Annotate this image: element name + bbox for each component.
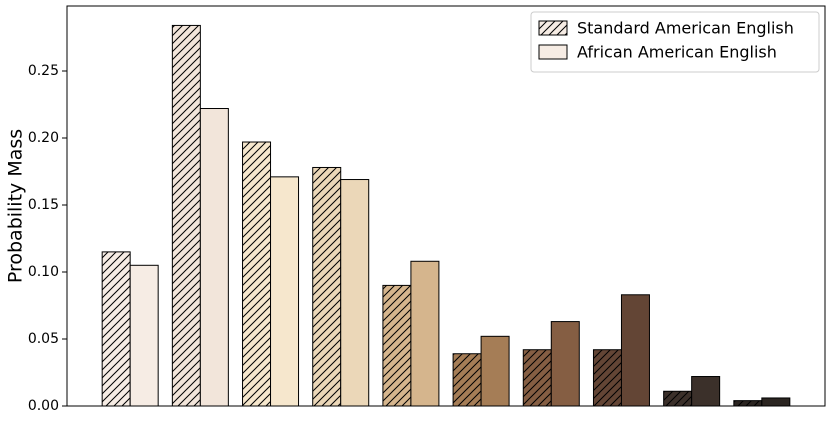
bar xyxy=(199,108,229,407)
bar xyxy=(480,335,510,407)
y-tick-label: 0.15 xyxy=(28,197,59,213)
bar xyxy=(550,321,580,407)
bar xyxy=(270,176,300,407)
bar xyxy=(592,349,622,407)
y-axis-label: Probability Mass xyxy=(5,129,27,283)
bar xyxy=(733,400,763,407)
legend-label: African American English xyxy=(577,43,777,62)
bar xyxy=(452,353,482,407)
legend-label: Standard American English xyxy=(577,19,794,38)
y-tick-label: 0.05 xyxy=(28,331,59,347)
bar xyxy=(620,294,650,407)
bar xyxy=(522,349,552,407)
bar xyxy=(242,141,272,407)
y-tick-label: 0.10 xyxy=(28,264,59,280)
legend: Standard American English African America… xyxy=(530,11,820,73)
bar xyxy=(691,376,721,407)
plot-frame xyxy=(66,5,826,407)
legend-swatch xyxy=(538,20,568,36)
bar xyxy=(663,390,693,407)
y-tick-label: 0.00 xyxy=(28,398,59,414)
bar xyxy=(129,264,159,407)
y-tick-label: 0.25 xyxy=(28,63,59,79)
bar xyxy=(171,24,201,407)
bar xyxy=(340,179,370,407)
bar xyxy=(312,166,342,407)
bar xyxy=(761,397,791,407)
bar xyxy=(410,260,440,407)
bar xyxy=(382,284,412,407)
legend-swatch xyxy=(538,44,568,60)
legend-frame xyxy=(530,11,820,73)
bar xyxy=(101,251,131,407)
y-tick-label: 0.20 xyxy=(28,130,59,146)
